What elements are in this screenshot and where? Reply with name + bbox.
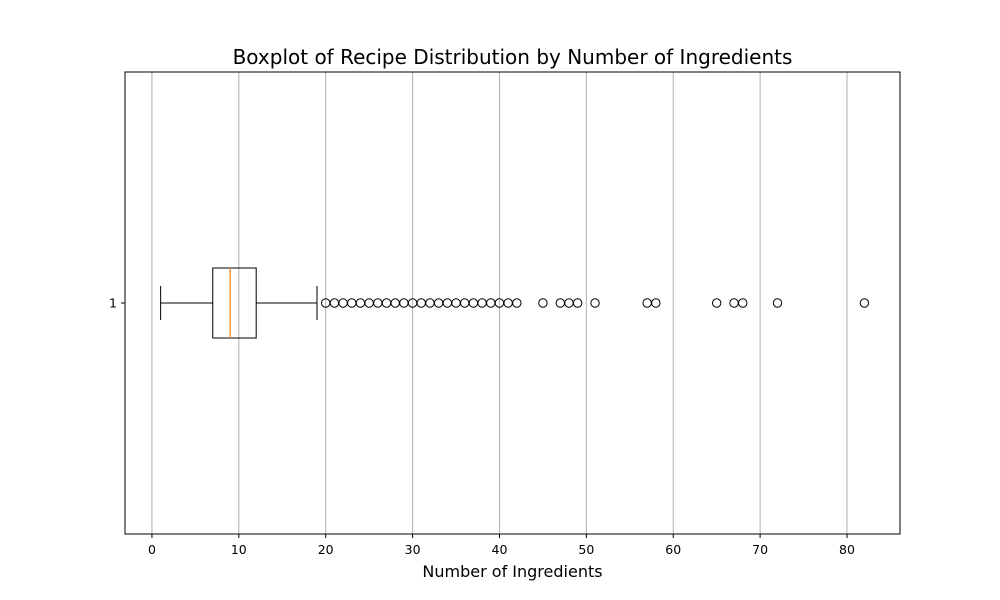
outlier-point [355, 298, 366, 308]
x-tick-label: 20 [318, 542, 334, 557]
outlier-point [425, 298, 435, 308]
outlier-point [399, 298, 409, 308]
outlier-point [329, 298, 340, 308]
outlier-point [460, 298, 470, 308]
outlier-point [538, 298, 548, 308]
y-tick-label: 1 [109, 296, 117, 311]
outlier-point [555, 298, 565, 308]
outlier-point [486, 298, 496, 308]
iqr-box [212, 267, 257, 339]
outlier-point [590, 298, 600, 308]
outlier-point [859, 298, 870, 308]
x-tick-label: 70 [752, 542, 768, 557]
outlier-group [321, 298, 870, 308]
outlier-point [572, 298, 583, 308]
outlier-point [729, 298, 739, 308]
outlier-point [512, 298, 522, 308]
outlier-point [442, 298, 453, 308]
x-tick-label: 80 [839, 542, 855, 557]
chart-title: Boxplot of Recipe Distribution by Number… [233, 45, 793, 69]
outlier-point [451, 298, 461, 308]
x-tick-label: 50 [578, 542, 594, 557]
outlier-point [564, 298, 574, 308]
x-tick-label: 30 [405, 542, 421, 557]
y-axis: 1 [109, 296, 125, 311]
box-group [160, 267, 318, 339]
x-tick-label: 10 [231, 542, 247, 557]
outlier-point [738, 298, 748, 308]
outlier-point [651, 298, 661, 308]
outlier-point [433, 298, 444, 308]
outlier-point [416, 298, 426, 308]
x-tick-label: 0 [148, 542, 156, 557]
outlier-point [711, 298, 722, 308]
x-tick-label: 60 [665, 542, 681, 557]
outlier-point [373, 298, 383, 308]
outlier-point [338, 298, 348, 308]
outlier-point [468, 298, 479, 308]
outlier-point [381, 298, 392, 308]
outlier-point [642, 298, 652, 308]
outlier-point [503, 298, 513, 308]
outlier-point [772, 298, 783, 308]
outlier-point [390, 298, 400, 308]
outlier-point [364, 298, 374, 308]
x-axis-label: Number of Ingredients [422, 562, 602, 581]
x-tick-label: 40 [492, 542, 508, 557]
grid-lines [151, 72, 848, 534]
outlier-point [477, 298, 487, 308]
outlier-point [347, 298, 357, 308]
x-axis: 0 10 20 30 40 50 60 70 80 [148, 534, 855, 557]
